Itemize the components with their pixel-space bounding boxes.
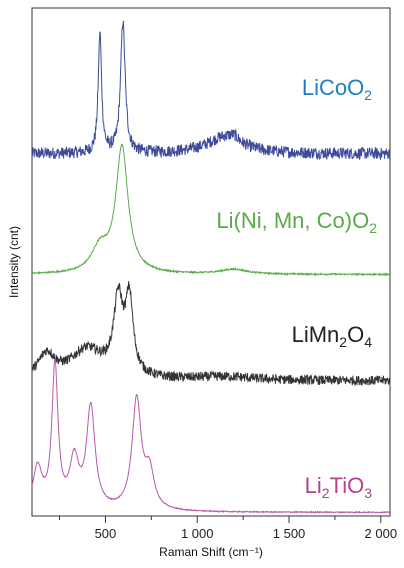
series-labels: LiCoO2 Li(Ni, Mn, Co)O2 LiMn2O4 Li2TiO3 [216, 75, 377, 501]
plot-frame [31, 7, 391, 517]
series-line-1 [31, 143, 391, 277]
x-ticks: 500 1 000 1 500 2 000 [59, 516, 398, 541]
x-tick-label: 500 [95, 526, 117, 541]
series-label-limn2o4: LiMn2O4 [292, 322, 373, 350]
series-line-0 [31, 20, 391, 161]
x-tick-label: 1 500 [273, 526, 306, 541]
y-axis-label: Intensity (cnt) [7, 226, 21, 298]
series-label-licoo2: LiCoO2 [302, 75, 372, 103]
series-layer [31, 20, 391, 514]
series-line-2 [31, 281, 391, 387]
series-label-nmc: Li(Ni, Mn, Co)O2 [216, 208, 377, 236]
series-line-3 [31, 357, 391, 514]
x-tick-label: 2 000 [365, 526, 398, 541]
series-label-li2tio3: Li2TiO3 [305, 473, 373, 501]
x-tick-label: 1 000 [181, 526, 214, 541]
x-axis-label: Raman Shift (cm⁻¹) [159, 545, 263, 559]
